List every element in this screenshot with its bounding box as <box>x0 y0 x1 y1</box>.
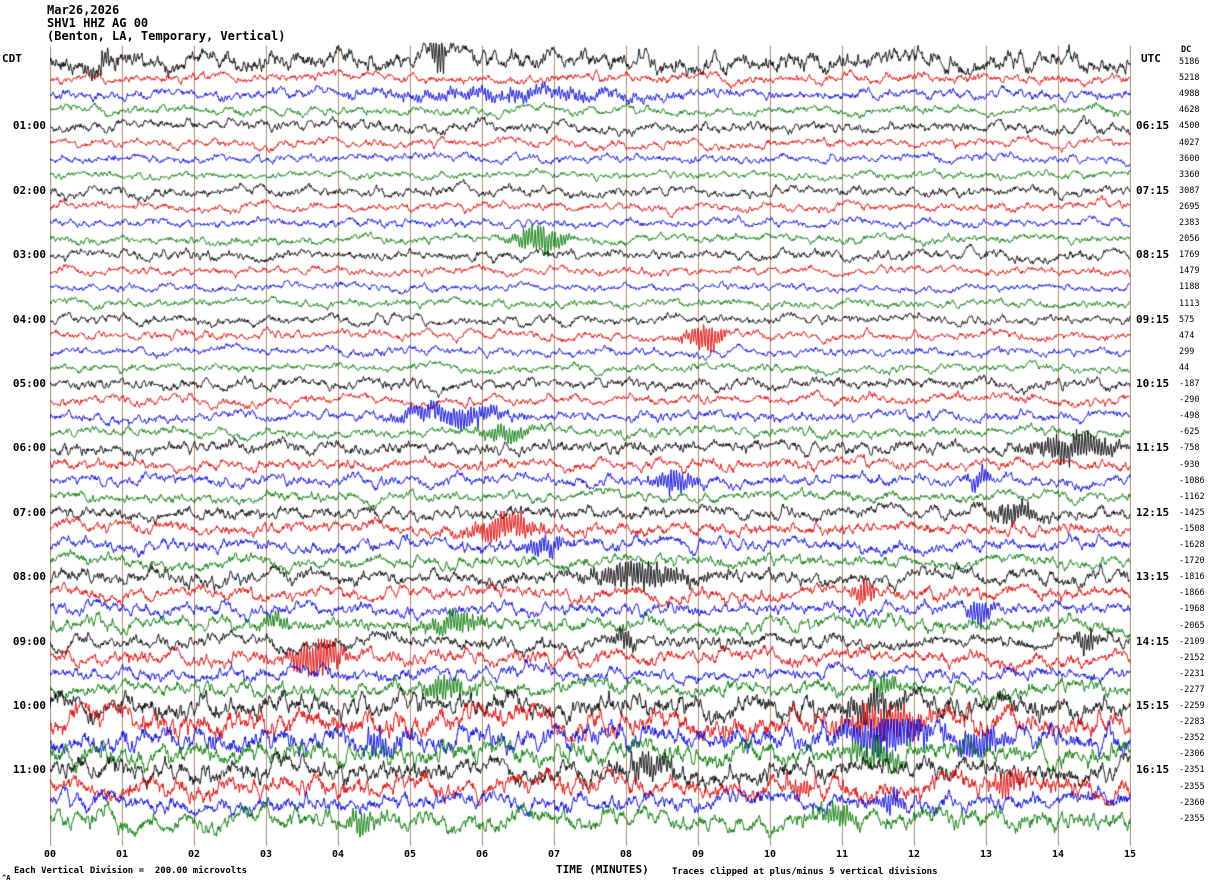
utc-hour-label: 13:15 <box>1136 570 1170 584</box>
utc-hour-label: 16:15 <box>1136 763 1170 777</box>
utc-hour-label: 07:15 <box>1136 183 1170 197</box>
dc-offset-value: 5186 <box>1179 57 1200 67</box>
dc-offset-value: -2352 <box>1179 733 1205 744</box>
utc-hour-label: 09:15 <box>1136 312 1170 326</box>
cdt-hour-label: 10:00 <box>12 699 46 712</box>
dc-offset-value: -2351 <box>1179 765 1205 776</box>
dc-offset-value: 44 <box>1179 362 1190 373</box>
cdt-hour-label: 05:00 <box>12 377 46 390</box>
dc-offset-value: 474 <box>1179 330 1195 341</box>
dc-offset-value: -2355 <box>1179 781 1205 792</box>
title-station: SHV1 HHZ AG 00 <box>47 16 149 30</box>
dc-column-header: DC <box>1181 45 1192 55</box>
seismogram-canvas <box>50 42 1131 854</box>
dc-offset-value: -187 <box>1179 379 1200 389</box>
cdt-hour-label: 11:00 <box>12 763 46 777</box>
vertical-division-note: Each Vertical Division = 200.00 microvol… <box>14 866 247 876</box>
dc-offset-value: -1720 <box>1179 556 1205 567</box>
minute-tick-label: 13 <box>979 849 993 860</box>
cdt-hour-label: 02:00 <box>12 183 46 197</box>
right-axis-title: UTC <box>1141 52 1161 65</box>
dc-offset-value: -1816 <box>1179 572 1205 583</box>
dc-offset-value: -2152 <box>1179 652 1205 663</box>
dc-offset-value: -2109 <box>1179 636 1205 647</box>
time-axis-label: TIME (MINUTES) <box>556 863 649 876</box>
minute-tick-label: 01 <box>115 849 129 860</box>
dc-offset-value: 1113 <box>1179 298 1200 309</box>
dc-offset-value: -1866 <box>1179 588 1205 599</box>
utc-hour-label: 06:15 <box>1136 119 1170 133</box>
dc-offset-value: 4500 <box>1179 121 1200 132</box>
dc-offset-value: -2283 <box>1179 717 1205 728</box>
dc-offset-value: 1769 <box>1179 250 1200 261</box>
dc-offset-value: -930 <box>1179 459 1200 470</box>
cdt-hour-label: 09:00 <box>12 634 46 648</box>
title-date: Mar26,2026 <box>47 3 120 17</box>
dc-offset-value: -1968 <box>1179 604 1205 615</box>
dc-offset-value: -2259 <box>1179 701 1205 711</box>
utc-hour-label: 11:15 <box>1136 441 1170 455</box>
title-location: (Benton, LA, Temporary, Vertical) <box>47 29 286 43</box>
minute-tick-label: 08 <box>619 849 633 860</box>
minute-tick-label: 12 <box>907 849 921 860</box>
minute-tick-label: 07 <box>547 849 561 860</box>
dc-offset-value: 3360 <box>1179 169 1200 180</box>
utc-hour-label: 15:15 <box>1136 699 1170 712</box>
minute-tick-label: 00 <box>43 849 57 860</box>
dc-offset-value: -290 <box>1179 395 1200 406</box>
minute-tick-label: 11 <box>835 849 849 860</box>
dc-offset-value: -498 <box>1179 411 1200 422</box>
dc-offset-value: -625 <box>1179 427 1200 438</box>
minute-tick-label: 03 <box>259 849 273 860</box>
dc-offset-value: -758 <box>1179 443 1200 454</box>
dc-offset-value: 4027 <box>1179 137 1200 148</box>
corner-artifact: ^A <box>2 874 11 882</box>
dc-offset-value: -2231 <box>1179 668 1205 679</box>
minute-tick-label: 09 <box>691 849 705 860</box>
dc-offset-value: 575 <box>1179 314 1195 325</box>
dc-offset-value: 1479 <box>1179 266 1200 277</box>
dc-offset-value: -2360 <box>1179 797 1205 808</box>
dc-offset-value: -2355 <box>1179 813 1205 824</box>
minute-tick-label: 15 <box>1123 849 1137 860</box>
dc-offset-value: -2306 <box>1179 749 1205 760</box>
minute-tick-label: 02 <box>187 849 201 860</box>
dc-offset-value: 5218 <box>1179 73 1200 84</box>
cdt-hour-label: 03:00 <box>12 248 46 262</box>
clip-note: Traces clipped at plus/minus 5 vertical … <box>672 867 938 877</box>
utc-hour-label: 12:15 <box>1136 505 1170 519</box>
cdt-hour-label: 01:00 <box>12 119 46 133</box>
dc-offset-value: -1628 <box>1179 540 1205 550</box>
dc-offset-value: 1188 <box>1179 282 1200 293</box>
dc-offset-value: 2383 <box>1179 218 1200 228</box>
dc-offset-value: 3600 <box>1179 153 1200 164</box>
dc-offset-value: -1508 <box>1179 523 1205 534</box>
left-axis-title: CDT <box>2 52 22 65</box>
minute-tick-label: 10 <box>763 849 777 860</box>
utc-hour-label: 14:15 <box>1136 634 1170 648</box>
dc-offset-value: 4628 <box>1179 105 1200 116</box>
cdt-hour-label: 08:00 <box>12 570 46 584</box>
utc-hour-label: 10:15 <box>1136 377 1170 390</box>
dc-offset-value: -1086 <box>1179 475 1205 486</box>
minute-tick-label: 04 <box>331 849 345 860</box>
minute-tick-label: 05 <box>403 849 417 860</box>
cdt-hour-label: 07:00 <box>12 505 46 519</box>
minute-tick-label: 06 <box>475 849 489 860</box>
dc-offset-value: -1162 <box>1179 491 1205 502</box>
dc-offset-value: 4988 <box>1179 89 1200 100</box>
dc-offset-value: 2056 <box>1179 234 1200 245</box>
dc-offset-value: 3087 <box>1179 185 1200 196</box>
dc-offset-value: 2695 <box>1179 201 1200 212</box>
utc-hour-label: 08:15 <box>1136 248 1170 262</box>
dc-offset-value: -2277 <box>1179 684 1205 695</box>
dc-offset-value: -2065 <box>1179 620 1205 631</box>
minute-tick-label: 14 <box>1051 849 1065 860</box>
cdt-hour-label: 04:00 <box>12 312 46 326</box>
dc-offset-value: 299 <box>1179 346 1195 357</box>
dc-offset-value: -1425 <box>1179 507 1205 518</box>
cdt-hour-label: 06:00 <box>12 441 46 455</box>
